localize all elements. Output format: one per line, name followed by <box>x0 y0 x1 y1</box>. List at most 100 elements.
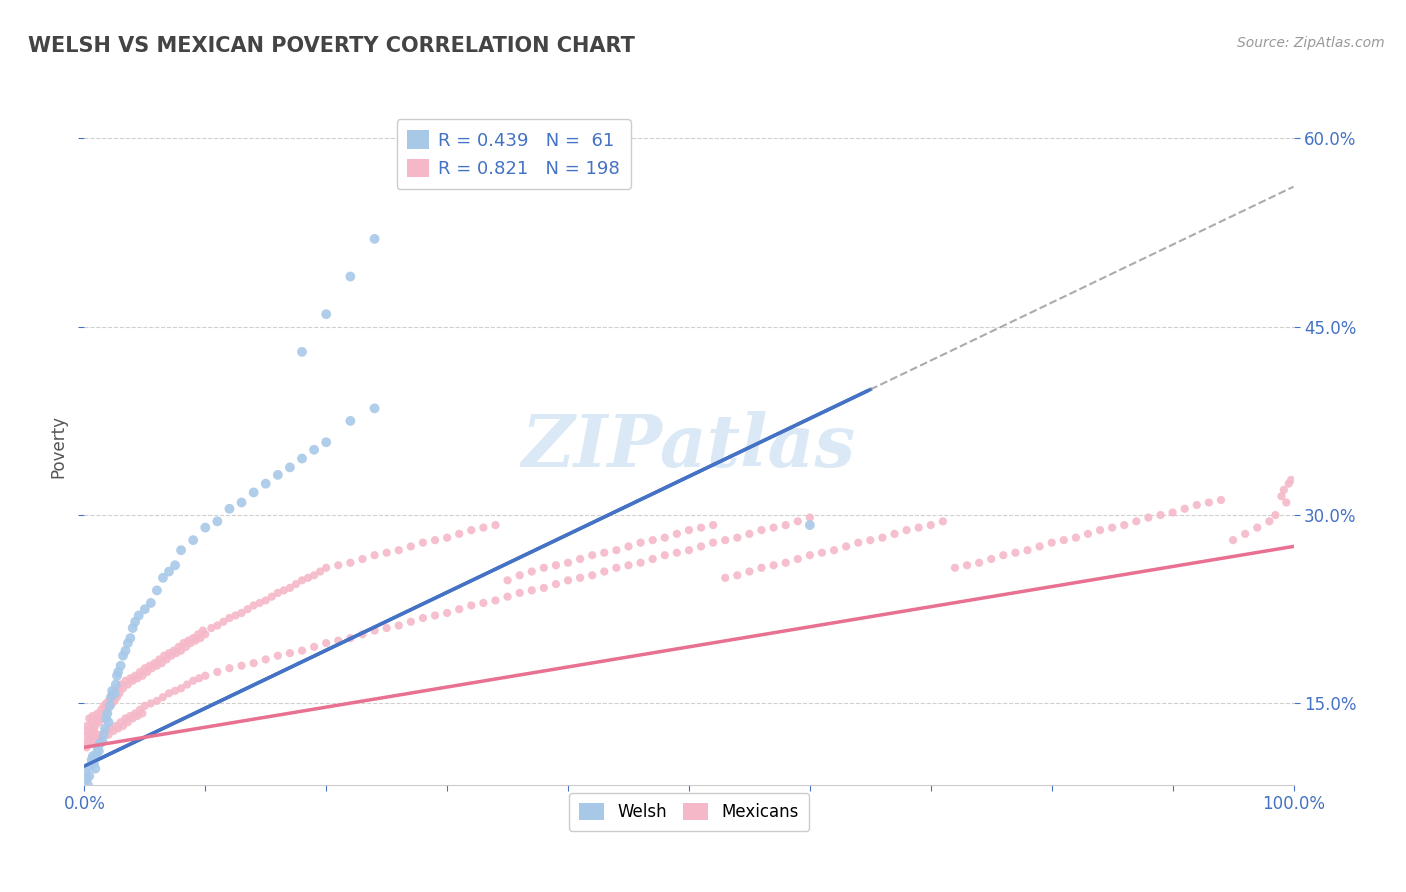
Point <box>315 636 337 650</box>
Point <box>967 556 990 570</box>
Point <box>412 611 434 625</box>
Point <box>1198 495 1220 509</box>
Point <box>284 577 308 591</box>
Point <box>872 531 894 545</box>
Point <box>569 571 592 585</box>
Point <box>170 543 193 558</box>
Point <box>152 690 174 704</box>
Point <box>267 586 290 600</box>
Point <box>93 728 115 742</box>
Point <box>1137 510 1160 524</box>
Point <box>110 677 132 691</box>
Point <box>533 581 555 595</box>
Point <box>120 671 142 685</box>
Point <box>86 706 108 721</box>
Point <box>117 636 139 650</box>
Point <box>108 686 131 700</box>
Point <box>200 621 222 635</box>
Y-axis label: Poverty: Poverty <box>49 415 67 477</box>
Point <box>630 556 652 570</box>
Point <box>94 706 117 721</box>
Point <box>449 527 471 541</box>
Point <box>449 602 471 616</box>
Point <box>509 568 531 582</box>
Point <box>127 671 149 685</box>
Point <box>231 658 253 673</box>
Point <box>1209 493 1232 508</box>
Point <box>363 624 385 638</box>
Point <box>738 565 761 579</box>
Point <box>146 658 169 673</box>
Point <box>218 661 240 675</box>
Point <box>121 621 143 635</box>
Point <box>702 535 724 549</box>
Point <box>859 533 882 548</box>
Point <box>76 772 98 786</box>
Point <box>127 709 149 723</box>
Point <box>157 686 180 700</box>
Point <box>157 565 180 579</box>
Point <box>423 533 446 548</box>
Point <box>520 583 543 598</box>
Point <box>104 694 127 708</box>
Point <box>79 759 101 773</box>
Point <box>84 737 107 751</box>
Point <box>496 590 519 604</box>
Point <box>207 618 229 632</box>
Point <box>267 467 290 482</box>
Point <box>412 535 434 549</box>
Point <box>544 577 567 591</box>
Point <box>124 669 146 683</box>
Point <box>97 715 120 730</box>
Point <box>90 734 112 748</box>
Point <box>173 636 195 650</box>
Point <box>242 599 264 613</box>
Point <box>1028 540 1050 554</box>
Point <box>291 643 314 657</box>
Point <box>131 706 153 721</box>
Point <box>339 631 361 645</box>
Point <box>751 523 773 537</box>
Point <box>83 734 105 748</box>
Point <box>94 711 117 725</box>
Point <box>236 602 259 616</box>
Point <box>714 533 737 548</box>
Point <box>1040 535 1063 549</box>
Text: Source: ZipAtlas.com: Source: ZipAtlas.com <box>1237 36 1385 50</box>
Point <box>77 711 100 725</box>
Point <box>87 728 110 742</box>
Point <box>160 648 183 663</box>
Point <box>339 269 361 284</box>
Point <box>136 665 159 679</box>
Point <box>97 694 120 708</box>
Point <box>302 568 325 582</box>
Point <box>165 558 187 573</box>
Point <box>77 778 100 792</box>
Point <box>260 590 283 604</box>
Point <box>112 648 135 663</box>
Point <box>104 719 127 733</box>
Point <box>112 681 135 696</box>
Point <box>83 723 105 738</box>
Point <box>1279 473 1302 487</box>
Point <box>423 608 446 623</box>
Point <box>678 543 700 558</box>
Point <box>180 636 202 650</box>
Point <box>605 543 627 558</box>
Point <box>907 520 929 534</box>
Point <box>581 548 603 562</box>
Point <box>80 753 103 767</box>
Point <box>120 631 142 645</box>
Point <box>76 740 98 755</box>
Point <box>231 495 253 509</box>
Point <box>121 711 143 725</box>
Point <box>101 683 124 698</box>
Point <box>165 683 187 698</box>
Point <box>278 460 301 475</box>
Point <box>1234 527 1257 541</box>
Point <box>896 523 918 537</box>
Point <box>242 485 264 500</box>
Point <box>775 556 797 570</box>
Point <box>107 722 129 736</box>
Point <box>932 514 955 528</box>
